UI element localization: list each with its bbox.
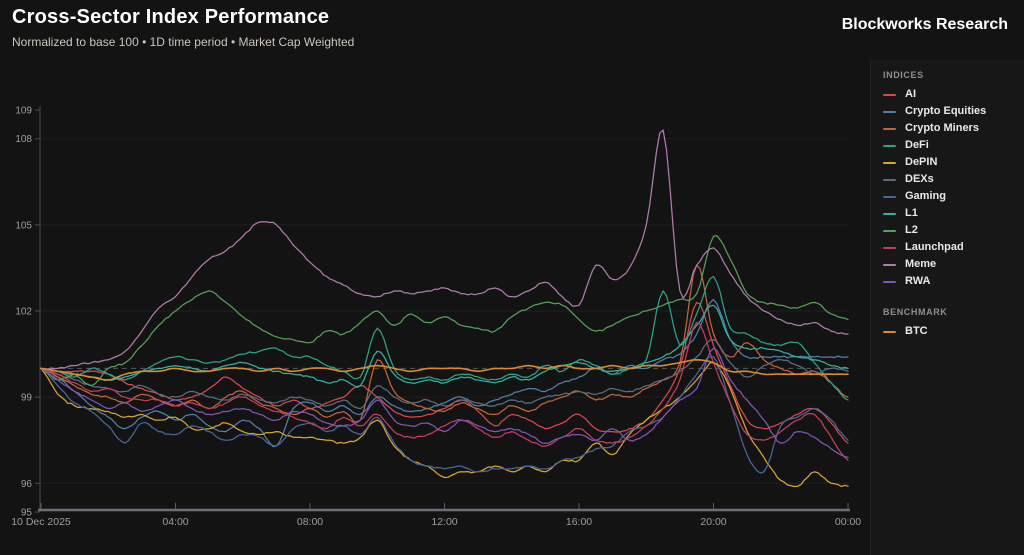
x-tick-label: 12:00 <box>431 516 457 528</box>
legend-label: Launchpad <box>905 241 964 253</box>
legend-item-launchpad[interactable]: Launchpad <box>883 242 986 253</box>
x-tick-label: 20:00 <box>700 516 726 528</box>
y-tick-label: 108 <box>15 134 32 145</box>
legend-item-l1[interactable]: L1 <box>883 208 986 219</box>
legend-item-dexs[interactable]: DEXs <box>883 174 986 185</box>
legend-item-meme[interactable]: Meme <box>883 259 986 270</box>
series-line-l1 <box>40 304 849 388</box>
legend-label: Crypto Miners <box>905 122 979 134</box>
page-title: Cross-Sector Index Performance <box>12 6 330 28</box>
chart-legend: INDICES AI Crypto Equities Crypto Miners De… <box>883 70 986 343</box>
launchpad-swatch <box>883 246 896 249</box>
x-tick-label: 08:00 <box>297 516 323 528</box>
rwa-swatch <box>883 280 896 283</box>
series-line-gaming <box>40 356 849 474</box>
ai-swatch <box>883 93 896 96</box>
brand-logo: Blockworks Research <box>841 16 1008 33</box>
legend-label: Crypto Equities <box>905 105 987 117</box>
depin-swatch <box>883 161 896 164</box>
chart-subtitle: Normalized to base 100 • 1D time period … <box>12 35 355 49</box>
series-line-defi <box>40 275 849 401</box>
legend-label: Gaming <box>905 190 946 202</box>
meme-swatch <box>883 263 896 266</box>
legend-gap <box>883 293 986 307</box>
x-tick-label: 16:00 <box>566 516 592 528</box>
legend-label: AI <box>905 88 916 100</box>
y-tick-label: 96 <box>21 479 33 490</box>
legend-item-crypto-miners[interactable]: Crypto Miners <box>883 123 986 134</box>
series-line-dexs <box>40 339 849 410</box>
legend-label: BTC <box>905 325 928 337</box>
series-line-meme <box>40 129 849 370</box>
legend-item-btc[interactable]: BTC <box>883 326 986 337</box>
y-tick-label: 95 <box>21 508 33 519</box>
legend-benchmark-header: BENCHMARK <box>883 307 948 317</box>
legend-indices-header: INDICES <box>883 70 924 80</box>
legend-indices-group: AI Crypto Equities Crypto Miners DeFi DePIN D… <box>883 89 986 287</box>
legend-item-defi[interactable]: DeFi <box>883 140 986 151</box>
legend-panel: INDICES AI Crypto Equities Crypto Miners De… <box>870 60 1024 555</box>
legend-item-rwa[interactable]: RWA <box>883 276 986 287</box>
legend-label: DeFi <box>905 139 929 151</box>
crypto-miners-swatch <box>883 127 896 130</box>
y-tick-label: 109 <box>15 106 32 117</box>
legend-label: DEXs <box>905 173 934 185</box>
legend-label: DePIN <box>905 156 938 168</box>
x-tick-label: 00:00 <box>835 516 861 528</box>
series-line-l2 <box>40 235 849 387</box>
defi-swatch <box>883 144 896 147</box>
legend-label: L2 <box>905 224 918 236</box>
x-tick-label: 04:00 <box>162 516 188 528</box>
legend-label: RWA <box>905 275 931 287</box>
legend-item-gaming[interactable]: Gaming <box>883 191 986 202</box>
legend-label: Meme <box>905 258 937 270</box>
legend-item-l2[interactable]: L2 <box>883 225 986 236</box>
l1-swatch <box>883 212 896 215</box>
y-tick-label: 99 <box>21 393 33 404</box>
legend-item-crypto-equities[interactable]: Crypto Equities <box>883 106 986 117</box>
gaming-swatch <box>883 195 896 198</box>
series-line-depin <box>40 362 849 488</box>
y-tick-label: 102 <box>15 307 32 318</box>
legend-benchmark-group: BTC <box>883 326 986 337</box>
x-tick-label: 10 Dec 2025 <box>11 516 71 528</box>
legend-item-ai[interactable]: AI <box>883 89 986 100</box>
chart-header: Cross-Sector Index Performance Normalize… <box>12 6 354 49</box>
crypto-equities-swatch <box>883 110 896 113</box>
btc-swatch <box>883 330 896 333</box>
series-line-rwa <box>40 347 849 459</box>
l2-swatch <box>883 229 896 232</box>
dexs-swatch <box>883 178 896 181</box>
legend-item-depin[interactable]: DePIN <box>883 157 986 168</box>
series-line-crypto-equities <box>40 298 849 448</box>
legend-label: L1 <box>905 207 918 219</box>
y-tick-label: 105 <box>15 220 32 231</box>
series-line-btc <box>40 358 849 381</box>
